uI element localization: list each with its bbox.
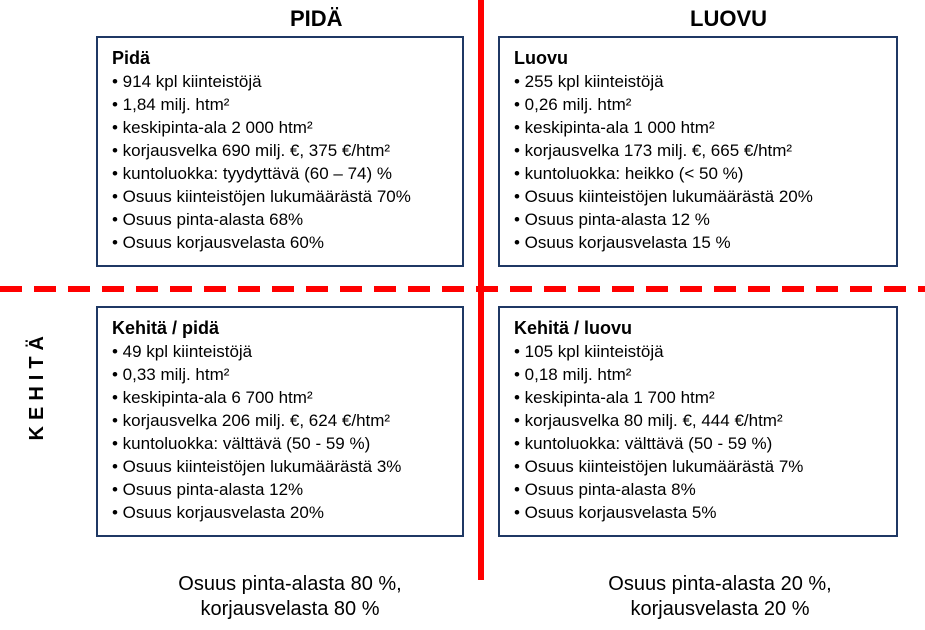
list-item: • kuntoluokka: tyydyttävä (60 – 74) % [112, 163, 450, 186]
list-item: • Osuus kiinteistöjen lukumäärästä 70% [112, 186, 450, 209]
list-item: • Osuus korjausvelasta 60% [112, 232, 450, 255]
list-item: • 0,18 milj. htm² [514, 364, 884, 387]
list-item: • Osuus pinta-alasta 68% [112, 209, 450, 232]
list-item: • korjausvelka 206 milj. €, 624 €/htm² [112, 410, 450, 433]
list-item: • 49 kpl kiinteistöjä [112, 341, 450, 364]
list-item: • Osuus pinta-alasta 12 % [514, 209, 884, 232]
box-title: Pidä [112, 48, 450, 69]
quadrant-diagram: PIDÄ LUOVU KEHITÄ Pidä • 914 kpl kiintei… [0, 0, 925, 630]
list-item: • korjausvelka 690 milj. €, 375 €/htm² [112, 140, 450, 163]
box-title: Kehitä / pidä [112, 318, 450, 339]
footer-text: Osuus pinta-alasta 20 %, [608, 573, 831, 595]
list-item: • Osuus kiinteistöjen lukumäärästä 3% [112, 456, 450, 479]
list-item: • Osuus kiinteistöjen lukumäärästä 20% [514, 186, 884, 209]
box-title: Kehitä / luovu [514, 318, 884, 339]
list-item: • 105 kpl kiinteistöjä [514, 341, 884, 364]
footer-text: korjausvelasta 80 % [201, 598, 380, 620]
list-item: • Osuus korjausvelasta 15 % [514, 232, 884, 255]
footer-text: Osuus pinta-alasta 80 %, [178, 573, 401, 595]
list-item: • Osuus pinta-alasta 12% [112, 479, 450, 502]
list-item: • kuntoluokka: välttävä (50 - 59 %) [514, 433, 884, 456]
footer-left: Osuus pinta-alasta 80 %, korjausvelasta … [130, 572, 450, 622]
list-item: • Osuus korjausvelasta 5% [514, 502, 884, 525]
list-item: • 0,26 milj. htm² [514, 94, 884, 117]
list-item: • Osuus kiinteistöjen lukumäärästä 7% [514, 456, 884, 479]
quadrant-box-top-right: Luovu • 255 kpl kiinteistöjä • 0,26 milj… [498, 36, 898, 267]
quadrant-box-bottom-left: Kehitä / pidä • 49 kpl kiinteistöjä • 0,… [96, 306, 464, 537]
list-item: • Osuus korjausvelasta 20% [112, 502, 450, 525]
quadrant-box-bottom-right: Kehitä / luovu • 105 kpl kiinteistöjä • … [498, 306, 898, 537]
list-item: • korjausvelka 173 milj. €, 665 €/htm² [514, 140, 884, 163]
list-item: • keskipinta-ala 1 000 htm² [514, 117, 884, 140]
quadrant-box-top-left: Pidä • 914 kpl kiinteistöjä • 1,84 milj.… [96, 36, 464, 267]
row-header-bottom: KEHITÄ [26, 330, 49, 440]
list-item: • 0,33 milj. htm² [112, 364, 450, 387]
column-header-right: LUOVU [690, 6, 767, 32]
list-item: • keskipinta-ala 6 700 htm² [112, 387, 450, 410]
column-header-left: PIDÄ [290, 6, 343, 32]
list-item: • korjausvelka 80 milj. €, 444 €/htm² [514, 410, 884, 433]
list-item: • keskipinta-ala 1 700 htm² [514, 387, 884, 410]
list-item: • 255 kpl kiinteistöjä [514, 71, 884, 94]
footer-right: Osuus pinta-alasta 20 %, korjausvelasta … [560, 572, 880, 622]
horizontal-divider [0, 286, 925, 292]
list-item: • keskipinta-ala 2 000 htm² [112, 117, 450, 140]
list-item: • kuntoluokka: välttävä (50 - 59 %) [112, 433, 450, 456]
list-item: • 1,84 milj. htm² [112, 94, 450, 117]
list-item: • kuntoluokka: heikko (< 50 %) [514, 163, 884, 186]
footer-text: korjausvelasta 20 % [631, 598, 810, 620]
box-title: Luovu [514, 48, 884, 69]
list-item: • Osuus pinta-alasta 8% [514, 479, 884, 502]
list-item: • 914 kpl kiinteistöjä [112, 71, 450, 94]
